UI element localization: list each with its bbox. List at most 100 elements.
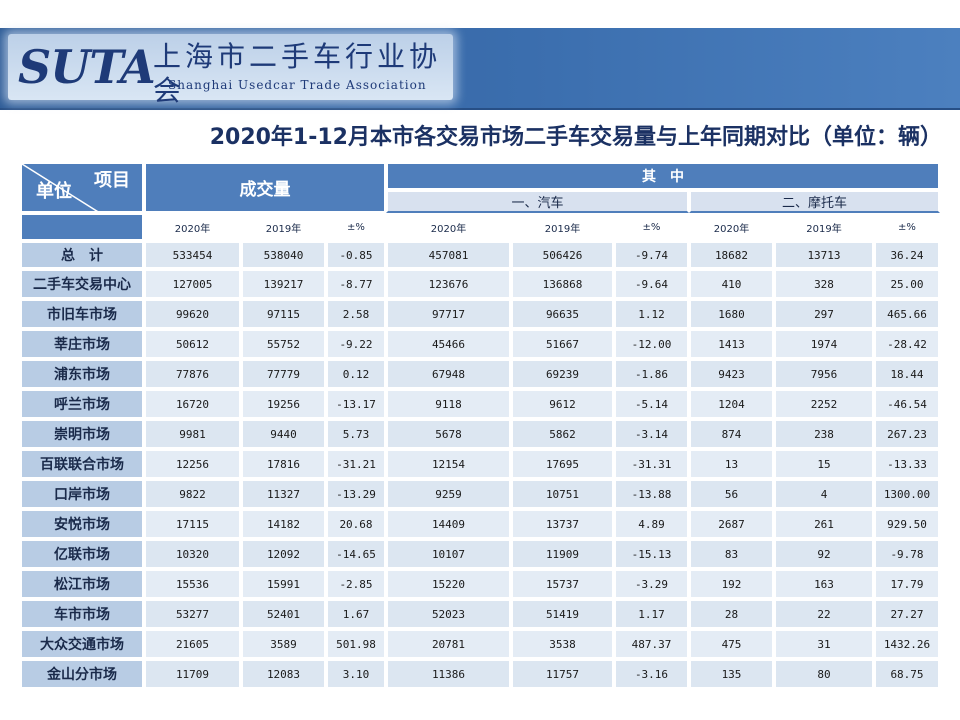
table-cell: -13.33 — [874, 449, 940, 479]
col-car-2020: 2020年 — [386, 213, 511, 241]
table-cell: 14182 — [241, 509, 326, 539]
table-row: 安悦市场 17115 14182 20.68 14409 13737 4.89 2687 261… — [20, 509, 940, 539]
table-cell: -31.31 — [614, 449, 689, 479]
table-cell: 10320 — [144, 539, 241, 569]
table-row: 浦东市场 77876 77779 0.12 67948 69239 -1.86 9423 795… — [20, 359, 940, 389]
table-cell: 4 — [774, 479, 874, 509]
table-cell: -12.00 — [614, 329, 689, 359]
table-corner-header: 项目 单位 — [20, 162, 144, 213]
table-cell: 1413 — [689, 329, 774, 359]
table-cell: 123676 — [386, 269, 511, 299]
table-cell: 17115 — [144, 509, 241, 539]
table-cell: -15.13 — [614, 539, 689, 569]
table-row: 市旧车市场 99620 97115 2.58 97717 96635 1.12 1680 297… — [20, 299, 940, 329]
table-cell: 1204 — [689, 389, 774, 419]
row-label: 二手车交易中心 — [20, 269, 144, 299]
header-total-volume: 成交量 — [144, 162, 386, 213]
table-row: 二手车交易中心 127005 139217 -8.77 123676 136868 -9.6… — [20, 269, 940, 299]
row-label: 金山分市场 — [20, 659, 144, 689]
table-cell: 136868 — [511, 269, 614, 299]
table-cell: 15220 — [386, 569, 511, 599]
table-cell: 20.68 — [326, 509, 386, 539]
table-cell: 11386 — [386, 659, 511, 689]
header-cars: 一、汽车 — [386, 190, 689, 213]
table-cell: 929.50 — [874, 509, 940, 539]
table-cell: 874 — [689, 419, 774, 449]
table-cell: -31.21 — [326, 449, 386, 479]
table-cell: -2.85 — [326, 569, 386, 599]
logo-name-en: Shanghai Usedcar Trade Association — [168, 78, 427, 92]
row-label: 总 计 — [20, 241, 144, 269]
table-cell: 1432.26 — [874, 629, 940, 659]
table-cell: 267.23 — [874, 419, 940, 449]
table-cell: 2252 — [774, 389, 874, 419]
page-title: 2020年1-12月本市各交易市场二手车交易量与上年同期对比（单位：辆） — [209, 125, 942, 150]
table-cell: 97717 — [386, 299, 511, 329]
row-label: 亿联市场 — [20, 539, 144, 569]
table-cell: 13713 — [774, 241, 874, 269]
table-cell: 17.79 — [874, 569, 940, 599]
table-cell: 1.17 — [614, 599, 689, 629]
row-label: 崇明市场 — [20, 419, 144, 449]
table-cell: 68.75 — [874, 659, 940, 689]
table-cell: 83 — [689, 539, 774, 569]
table-cell: 13 — [689, 449, 774, 479]
row-label: 安悦市场 — [20, 509, 144, 539]
table-row: 百联联合市场 12256 17816 -31.21 12154 17695 -31.31 13… — [20, 449, 940, 479]
col-total-pct: ±% — [326, 213, 386, 241]
table-cell: 163 — [774, 569, 874, 599]
table-cell: 55752 — [241, 329, 326, 359]
header-motorcycles: 二、摩托车 — [689, 190, 940, 213]
table-cell: 28 — [689, 599, 774, 629]
table-row: 莘庄市场 50612 55752 -9.22 45466 51667 -12.00 1413 1… — [20, 329, 940, 359]
table-cell: -3.16 — [614, 659, 689, 689]
row-label: 百联联合市场 — [20, 449, 144, 479]
row-label: 大众交通市场 — [20, 629, 144, 659]
table-cell: 67948 — [386, 359, 511, 389]
table-cell: 18682 — [689, 241, 774, 269]
table-cell: 0.12 — [326, 359, 386, 389]
table-cell: 457081 — [386, 241, 511, 269]
table-cell: 5678 — [386, 419, 511, 449]
table-cell: 1974 — [774, 329, 874, 359]
table-cell: 11909 — [511, 539, 614, 569]
table-cell: -9.78 — [874, 539, 940, 569]
table-cell: -9.74 — [614, 241, 689, 269]
col-total-2020: 2020年 — [144, 213, 241, 241]
table-cell: 12154 — [386, 449, 511, 479]
table-cell: -1.86 — [614, 359, 689, 389]
table-cell: -5.14 — [614, 389, 689, 419]
table-cell: 10107 — [386, 539, 511, 569]
table-cell: 5862 — [511, 419, 614, 449]
table-cell: 2.58 — [326, 299, 386, 329]
table-cell: 77876 — [144, 359, 241, 389]
table-cell: 11709 — [144, 659, 241, 689]
statistics-table: 项目 单位 成交量 其 中 一、汽车 二、摩托车 2020年 2019年 ±% … — [20, 162, 940, 689]
table-cell: 3538 — [511, 629, 614, 659]
table-cell: 1.67 — [326, 599, 386, 629]
table-row: 崇明市场 9981 9440 5.73 5678 5862 -3.14 874 238 267.2… — [20, 419, 940, 449]
table-cell: 21605 — [144, 629, 241, 659]
table-cell: 501.98 — [326, 629, 386, 659]
table-cell: 13737 — [511, 509, 614, 539]
association-logo: SUTA 上海市二手车行业协会 Shanghai Usedcar Trade A… — [8, 34, 453, 107]
logo-brand: SUTA — [18, 40, 156, 94]
table-row: 呼兰市场 16720 19256 -13.17 9118 9612 -5.14 1204 225… — [20, 389, 940, 419]
table-cell: 2687 — [689, 509, 774, 539]
table-cell: 56 — [689, 479, 774, 509]
table-cell: 9981 — [144, 419, 241, 449]
table-cell: 127005 — [144, 269, 241, 299]
table-cell: 27.27 — [874, 599, 940, 629]
table-cell: 487.37 — [614, 629, 689, 659]
table-cell: 15 — [774, 449, 874, 479]
col-moto-2019: 2019年 — [774, 213, 874, 241]
table-cell: 96635 — [511, 299, 614, 329]
table-cell: -13.17 — [326, 389, 386, 419]
table-cell: 135 — [689, 659, 774, 689]
table-cell: 533454 — [144, 241, 241, 269]
table-cell: 53277 — [144, 599, 241, 629]
row-label: 车市市场 — [20, 599, 144, 629]
corner-item-label: 项目 — [94, 170, 130, 191]
table-cell: 31 — [774, 629, 874, 659]
row-label: 松江市场 — [20, 569, 144, 599]
